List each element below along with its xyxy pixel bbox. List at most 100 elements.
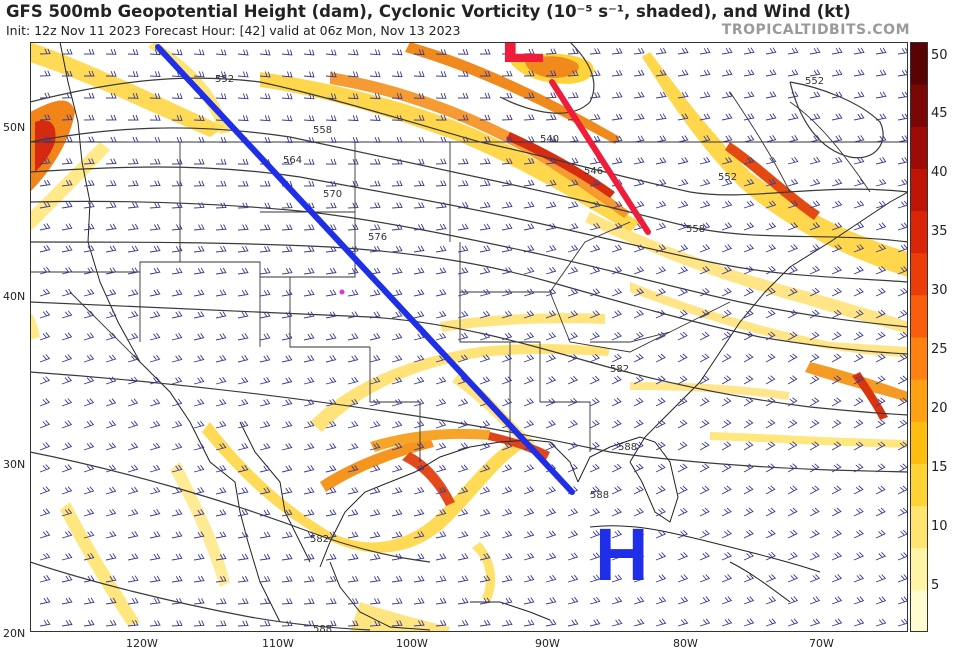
wind-barb — [105, 619, 117, 627]
wind-barb — [479, 597, 491, 605]
wind-barb — [391, 332, 403, 341]
wind-barb — [457, 223, 469, 231]
wind-barb — [523, 552, 535, 561]
wind-barb — [677, 353, 688, 363]
wind-barb — [237, 355, 249, 363]
wind-barb — [237, 620, 249, 627]
wind-barb — [611, 113, 623, 121]
wind-barb — [259, 487, 271, 495]
wind-barb — [61, 92, 73, 99]
contour-label: 552 — [718, 172, 737, 183]
wind-barb — [215, 464, 227, 473]
wind-barb — [479, 420, 491, 429]
wind-barb — [61, 508, 73, 517]
wind-barb — [655, 397, 666, 407]
wind-barb — [347, 224, 359, 231]
wind-barb — [39, 310, 51, 319]
wind-barb — [611, 485, 622, 495]
wind-barb — [589, 596, 601, 605]
wind-barb — [831, 156, 843, 165]
wind-barb — [831, 507, 842, 517]
wind-barb — [479, 158, 491, 165]
wind-barb — [83, 530, 95, 539]
wind-barb — [853, 375, 864, 385]
wind-barb — [61, 597, 73, 605]
wind-barb — [435, 619, 447, 627]
wind-barb — [303, 49, 315, 56]
wind-barb — [171, 398, 183, 407]
wind-barb — [171, 136, 183, 143]
wind-barb — [83, 619, 95, 627]
wind-barb — [149, 575, 161, 583]
wind-barb — [655, 574, 667, 583]
wind-barb — [193, 180, 205, 187]
wind-barb — [699, 47, 711, 55]
wind-barb — [589, 552, 601, 561]
wind-barb — [655, 507, 666, 517]
wind-barb — [259, 93, 271, 100]
wind-barb — [875, 200, 887, 209]
wind-barb — [523, 508, 535, 517]
wind-barb — [347, 509, 359, 517]
wind-barb — [369, 202, 381, 209]
wind-barb — [567, 179, 579, 187]
wind-barb — [171, 486, 183, 495]
wind-barb — [853, 441, 864, 451]
wind-barb — [853, 463, 864, 473]
wind-barb — [83, 398, 95, 407]
wind-barb — [259, 620, 271, 627]
wind-barb — [105, 289, 117, 297]
wind-barb — [435, 245, 447, 253]
wind-barb — [809, 375, 820, 385]
wind-barb — [611, 91, 623, 99]
wind-barb — [413, 553, 425, 561]
wind-barb — [853, 265, 864, 275]
wind-barb — [589, 530, 601, 539]
wind-barb — [435, 508, 447, 517]
wind-barb — [193, 575, 205, 583]
wind-barb — [611, 331, 622, 341]
wind-barbs — [39, 47, 908, 627]
wind-barb — [831, 463, 842, 473]
wind-barb — [787, 551, 798, 561]
wind-barb — [127, 354, 139, 363]
wind-barb — [633, 441, 644, 451]
wind-barb — [193, 49, 205, 56]
wind-barb — [413, 202, 425, 209]
wind-barb — [677, 529, 688, 539]
wind-barb — [567, 552, 579, 561]
wind-barb — [787, 574, 799, 583]
wind-barb — [589, 574, 601, 583]
wind-barb — [743, 574, 755, 583]
wind-barb — [259, 420, 271, 429]
wind-barb — [193, 420, 205, 429]
colorbar-tick: 35 — [931, 224, 948, 239]
colorbar-block — [910, 589, 928, 632]
wind-barb — [237, 509, 249, 517]
wind-barb — [479, 354, 491, 363]
contour-label: 552 — [215, 74, 234, 85]
wind-barb — [457, 530, 469, 539]
wind-barb — [831, 222, 843, 231]
wind-barb — [391, 354, 403, 363]
wind-barb — [567, 288, 579, 297]
wind-barb — [611, 288, 623, 297]
wind-barb — [809, 309, 820, 319]
wind-barb — [479, 136, 491, 143]
wind-barb — [39, 92, 51, 99]
wind-barb — [61, 114, 73, 121]
wind-barb — [281, 531, 293, 539]
wind-barb — [303, 531, 315, 539]
wind-barb — [633, 507, 644, 517]
wind-barb — [325, 575, 337, 583]
wind-barb — [391, 180, 403, 187]
wind-barb — [281, 115, 293, 122]
wind-barb — [831, 596, 843, 605]
wind-barb — [347, 487, 359, 495]
wind-barb — [699, 397, 710, 407]
wind-barb — [347, 442, 359, 451]
wind-barb — [875, 441, 886, 451]
wind-barb — [39, 464, 51, 473]
wind-barb — [765, 287, 776, 297]
wind-barb — [545, 179, 557, 187]
